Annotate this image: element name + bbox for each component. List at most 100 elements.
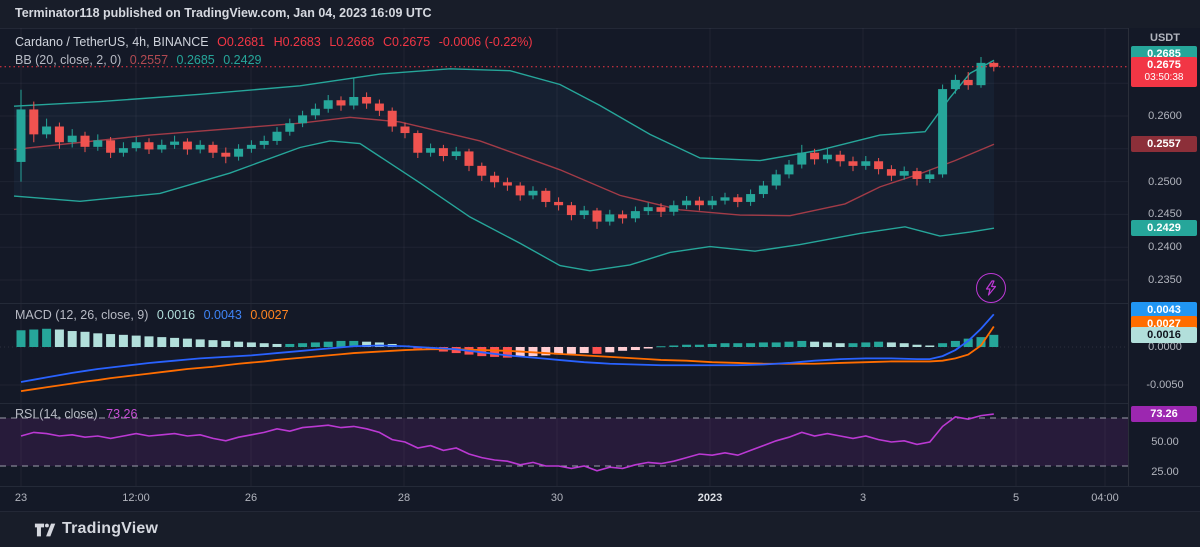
macd-bar [144,336,154,347]
bb-upper-line [13,59,995,162]
rsi-value: 73.26 [106,407,138,421]
candle-body [746,194,756,202]
macd-bar [925,345,935,347]
pane-separator[interactable] [0,403,1128,404]
macd-bar [285,343,295,347]
macd-bar [131,335,141,347]
candle-body [387,110,397,127]
macd-bar [234,341,244,347]
macd-bar [707,343,717,347]
macd-bar [579,347,589,354]
candle-body [170,141,180,145]
bb-label[interactable]: BB (20, close, 2, 0) [15,53,122,67]
candle-body [694,200,704,206]
macd-bar [682,344,692,347]
macd-bar [771,342,781,347]
macd-bar [656,346,666,348]
macd-bar [822,342,832,347]
axis-currency-label: USDT [1150,32,1180,44]
candle-body [797,152,807,165]
macd-axis-label: 0.0000 [1148,341,1182,353]
time-axis-label: 23 [14,492,28,504]
macd-bar [93,333,103,347]
rsi-line [20,413,994,472]
candle-body [528,190,538,196]
macd-bar [195,339,205,347]
macd-bar [848,343,858,347]
bb-lower-badge: 0.2429 [1131,220,1197,237]
macd-bar [797,340,807,347]
macd-bar [67,331,77,347]
time-axis-label: 26 [244,492,258,504]
candle-body [208,144,218,153]
macd-bar [246,342,256,347]
lightning-icon [985,280,997,296]
macd-bar [54,329,64,347]
macd-bar [669,345,679,347]
candle-body [374,103,384,111]
macd-pane[interactable] [0,303,1128,403]
price-axis[interactable]: USDT 0.2600 0.2500 0.2450 0.2400 0.2350 0.000… [1128,28,1200,511]
macd-bar [323,341,333,347]
macd-bar [746,343,756,347]
bb-lower-line [13,140,995,272]
macd-bar [861,342,871,347]
macd-bar [182,338,192,347]
candle-body [272,131,282,141]
candles [16,56,999,229]
macd-bar [118,334,128,347]
macd-label[interactable]: MACD (12, 26, close, 9) [15,308,149,322]
macd-bar [912,344,922,347]
candle-body [886,169,896,176]
macd-bar [758,342,768,347]
candle-body [938,89,948,175]
rsi-axis-label: 50.00 [1151,436,1179,448]
candle-body [733,197,743,202]
bb-basis-line [13,116,995,217]
candle-body [579,210,589,216]
candle-body [400,126,410,134]
rsi-pane[interactable] [0,403,1128,486]
candle-body [336,100,346,106]
time-axis[interactable]: 23 12:00 26 28 30 2023 3 5 04:00 [0,486,1200,512]
candle-body [438,148,448,157]
candle-body [784,164,794,175]
candle-body [656,207,666,212]
macd-bar [541,347,551,356]
macd-line [20,313,995,383]
macd-bar [170,337,180,347]
candle-body [67,135,77,143]
candle-body [643,207,653,212]
bb-basis-badge: 0.2557 [1131,136,1197,153]
tradingview-logo-icon[interactable] [34,519,56,541]
price-pane[interactable] [0,28,1128,303]
candle-body [592,210,602,222]
macd-bar [835,343,845,347]
boost-button[interactable] [976,273,1006,303]
candle-body [106,140,116,153]
candle-body [464,151,474,166]
macd-bar [502,347,512,358]
candle-body [362,96,372,104]
rsi-label[interactable]: RSI (14, close) [15,407,98,421]
macd-bar [272,343,282,347]
bb-upper-value: 0.2685 [176,53,215,67]
symbol-title[interactable]: Cardano / TetherUS, 4h, BINANCE [15,35,209,49]
pane-separator[interactable] [0,303,1128,304]
macd-bar [29,329,39,347]
candle-body [80,135,90,147]
candle-body [618,214,628,219]
macd-bar [784,341,794,347]
candle-body [707,200,717,206]
candle-body [157,144,167,150]
footer-brand[interactable]: TradingView [62,520,159,537]
macd-bar [950,340,960,347]
candle-body [758,185,768,195]
candle-body [349,96,359,106]
macd-bar [694,344,704,347]
rsi-band [0,418,1128,466]
candle-body [93,140,103,147]
macd-bar [566,347,576,354]
time-axis-label: 04:00 [1091,492,1119,504]
